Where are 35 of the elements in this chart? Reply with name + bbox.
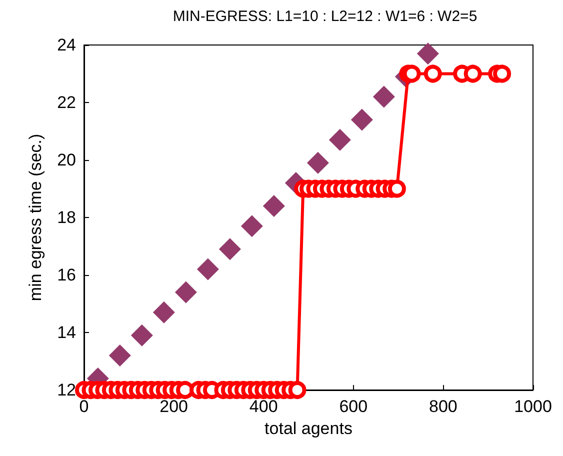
x-axis-title: total agents	[264, 418, 352, 438]
point	[218, 238, 241, 260]
y-tick-label: 22	[57, 93, 76, 112]
chart-title: MIN-EGRESS: L1=10 : L2=12 : W1=6 : W2=5	[172, 8, 478, 25]
point	[493, 64, 512, 83]
y-tick-label: 16	[57, 266, 76, 284]
point	[416, 42, 439, 65]
point	[130, 324, 153, 346]
y-tick-label: 20	[57, 150, 76, 170]
x-tick-label: 600	[339, 397, 368, 416]
point	[240, 215, 263, 238]
x-tick-label: 800	[429, 397, 458, 416]
point	[372, 86, 395, 108]
point	[306, 152, 329, 174]
point	[262, 195, 285, 217]
point	[288, 381, 306, 399]
y-tick-label: 24	[57, 36, 76, 54]
x-tick-label: 1000	[514, 397, 552, 416]
x-tick-label: 200	[160, 397, 188, 416]
point	[328, 128, 351, 151]
point	[464, 64, 482, 83]
point	[174, 281, 197, 304]
x-tick-label: 0	[79, 397, 89, 416]
y-tick-label: 14	[57, 323, 76, 342]
point	[402, 64, 421, 83]
point	[350, 108, 373, 131]
point	[108, 344, 131, 366]
point	[388, 180, 406, 198]
point	[196, 258, 219, 280]
x-tick-label: 400	[249, 397, 278, 416]
y-axis-title: min egress time (sec.)	[26, 134, 45, 302]
point	[424, 64, 442, 83]
point	[152, 301, 175, 324]
y-tick-label: 12	[57, 380, 76, 400]
y-tick-label: 18	[57, 208, 76, 227]
